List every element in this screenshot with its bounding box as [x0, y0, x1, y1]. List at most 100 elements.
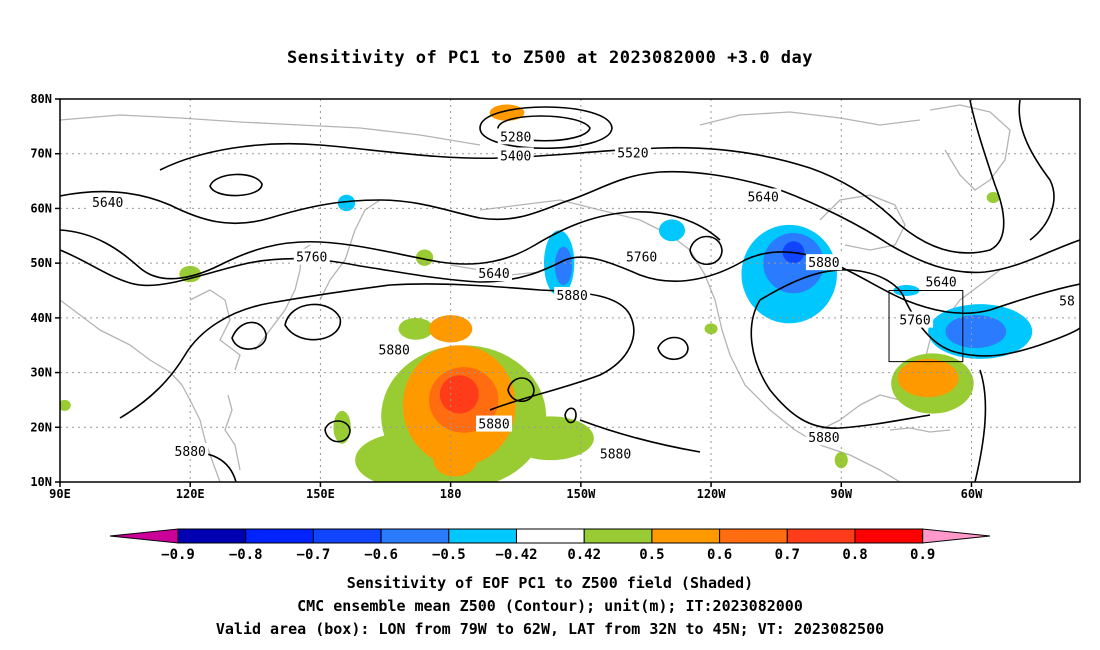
- lat-tick-label: 40N: [30, 311, 52, 325]
- contour-label-bg: [497, 147, 534, 164]
- coastline-greenland: [929, 104, 1011, 191]
- contour-label: 58: [1059, 294, 1075, 309]
- coastline-korea-china: [189, 289, 241, 371]
- lon-tick-label: 150E: [306, 487, 335, 501]
- colorbar-segment: [312, 528, 382, 544]
- contour-5880-loop5: [507, 377, 535, 403]
- lon-tick-label: 120E: [176, 487, 205, 501]
- contour-label-bg: [293, 248, 330, 265]
- contour-label: 5880: [175, 445, 206, 460]
- contour-label: 5640: [92, 196, 123, 211]
- shaded-area: [489, 104, 525, 121]
- contour-5880-b: [759, 269, 1080, 357]
- lat-tick-label: 30N: [30, 366, 52, 380]
- colorbar-label: −0.42: [495, 547, 537, 563]
- shaded-area: [439, 375, 479, 414]
- shaded-area: [986, 192, 1000, 203]
- colorbar-segment: [854, 528, 924, 544]
- contour-label-bg: [805, 429, 842, 446]
- shaded-area: [337, 194, 356, 212]
- lon-tick-label: 180: [440, 487, 462, 501]
- shaded-area: [415, 249, 434, 266]
- lat-tick-label: 70N: [30, 147, 52, 161]
- lat-tick-label: 20N: [30, 420, 52, 434]
- contour-label-bg: [554, 286, 591, 303]
- contour-label: 5880: [808, 431, 839, 446]
- colorbar-high-arrow: [922, 528, 991, 544]
- contour-5880-loop7: [324, 420, 351, 443]
- shaded-area: [897, 358, 959, 398]
- map-frame: [59, 98, 1081, 483]
- colorbar-segment: [245, 528, 314, 544]
- coastline-central-america: [819, 444, 901, 482]
- colorbar-segment: [177, 528, 247, 544]
- contour-label: 5640: [478, 267, 509, 282]
- contour-5880: [119, 283, 635, 419]
- contour-label: 5760: [899, 314, 930, 329]
- caption-line-3: Valid area (box): LON from 79W to 62W, L…: [215, 620, 885, 638]
- colorbar-label: −0.6: [364, 547, 398, 563]
- contour-label: 5880: [478, 418, 509, 433]
- shaded-area: [60, 399, 71, 411]
- shaded-area: [945, 315, 1007, 348]
- contour-5880-loop3: [657, 336, 689, 361]
- coastline-taiwan-phil: [224, 394, 241, 471]
- caption-line-1: Sensitivity of EOF PC1 to Z500 field (Sh…: [346, 574, 754, 592]
- colorbar-label: 0.7: [775, 547, 800, 563]
- shaded-area: [398, 317, 434, 340]
- colorbar-segment: [719, 528, 788, 544]
- shaded-area: [658, 219, 686, 242]
- contour-5880-loop4: [689, 235, 723, 265]
- colorbar-label: −0.7: [297, 547, 331, 563]
- colorbar-label: −0.5: [432, 547, 466, 563]
- contour-label-bg: [476, 265, 513, 282]
- colorbar-label: 0.8: [842, 547, 867, 563]
- contour-label: 5520: [617, 147, 648, 162]
- contour-label-bg: [614, 144, 651, 161]
- chart-title: Sensitivity of PC1 to Z500 at 2023082000…: [286, 48, 813, 68]
- colorbar-segment: [651, 528, 721, 544]
- contour-5880-loop1: [284, 303, 341, 341]
- contour-label: 5760: [626, 251, 657, 266]
- colorbar-label: 0.9: [910, 547, 935, 563]
- contour-5880-loop2: [231, 321, 267, 350]
- shaded-area: [554, 246, 573, 286]
- contour-label-bg: [89, 193, 126, 210]
- contour-5640: [60, 170, 1080, 274]
- contour-5880-c: [750, 299, 931, 429]
- contour-label: 5280: [500, 130, 531, 145]
- coastline-siberia-north: [60, 114, 481, 146]
- contour-label: 5880: [557, 289, 588, 304]
- contour-label: 5400: [500, 149, 531, 164]
- colorbar-segment: [380, 528, 450, 544]
- lon-tick-label: 60W: [961, 487, 983, 501]
- lon-tick-label: 150W: [566, 487, 596, 501]
- colorbar-label: 0.5: [639, 547, 664, 563]
- lat-tick-label: 80N: [30, 92, 52, 106]
- contour-label-bg: [805, 254, 842, 271]
- lat-tick-label: 10N: [30, 475, 52, 489]
- contour-5880-loop6: [564, 407, 577, 424]
- colorbar-segment: [786, 528, 856, 544]
- contour-5520-right: [1018, 99, 1055, 241]
- contour-label-bg: [597, 445, 634, 462]
- contour-5400-loop: [209, 173, 263, 197]
- lon-tick-label: 120W: [697, 487, 727, 501]
- colorbar-low-arrow: [109, 528, 179, 544]
- contour-label-bg: [172, 442, 209, 459]
- colorbar-label: −0.8: [229, 547, 263, 563]
- contour-label: 5880: [600, 448, 631, 463]
- colorbar-label: 0.42: [567, 547, 601, 563]
- valid-area-box: [888, 290, 964, 363]
- lon-tick-label: 90E: [49, 487, 71, 501]
- contour-labels: 5280 5400 5520 5640 5640 5640 5640 5760 5760 5760…: [89, 128, 1077, 463]
- coastline-hudson: [819, 194, 906, 251]
- colorbar-segment: [448, 528, 517, 544]
- contour-label: 5880: [808, 256, 839, 271]
- contour-5400: [479, 106, 613, 150]
- contour-label-bg: [376, 341, 413, 358]
- z500-contours: [60, 99, 1080, 482]
- coastline-na-west: [689, 249, 821, 446]
